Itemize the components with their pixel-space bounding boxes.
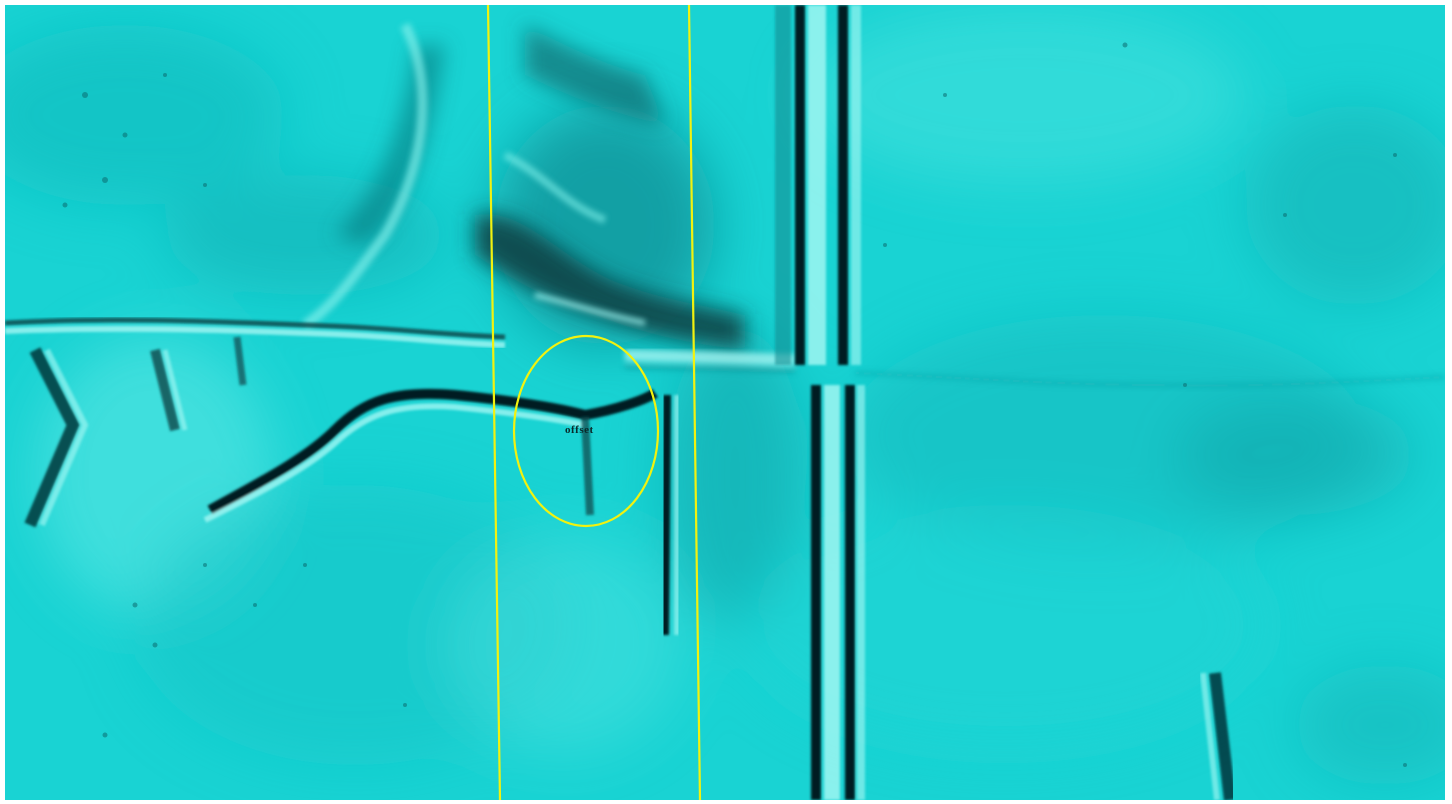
- ridge-center: [624, 349, 1445, 388]
- ditch-lower-right: [1200, 672, 1236, 800]
- lidar-hillshade-map: offset: [5, 5, 1445, 800]
- offset-label: offset: [565, 424, 594, 436]
- offset-marker-ellipse: [512, 334, 660, 528]
- terrain-svg: [5, 5, 1445, 800]
- ridge-left: [5, 317, 506, 348]
- ditches-left: [24, 336, 247, 528]
- terrain-speckles: [62, 42, 1407, 767]
- boundary-line-left: [486, 5, 502, 800]
- road-ns: [775, 5, 865, 800]
- terrain-tonal-shading: [5, 5, 1445, 785]
- scarp-highlights: [302, 22, 646, 330]
- offset-channel: [203, 388, 658, 523]
- boundary-line-right: [687, 5, 702, 800]
- vertical-ditch: [661, 394, 680, 636]
